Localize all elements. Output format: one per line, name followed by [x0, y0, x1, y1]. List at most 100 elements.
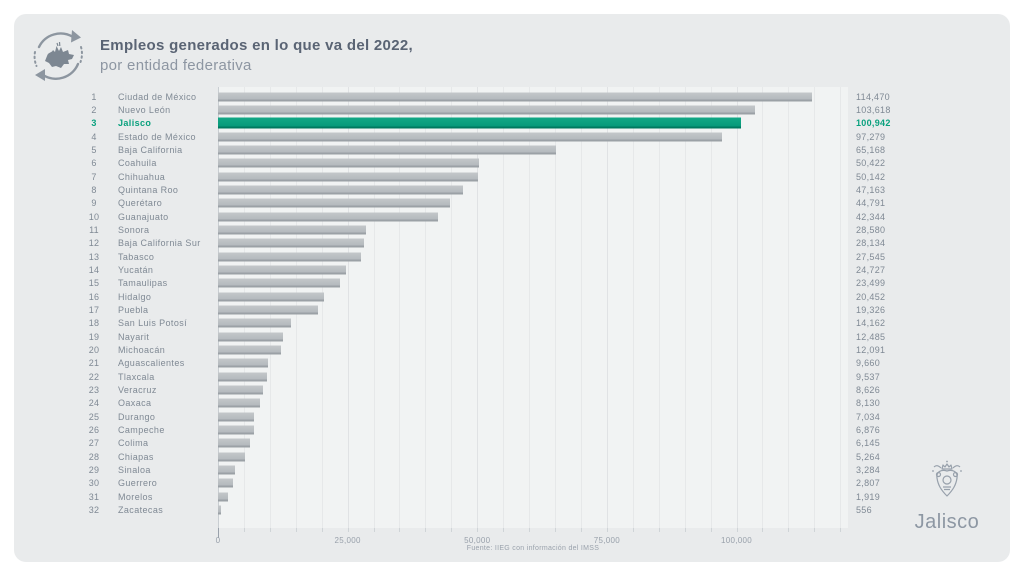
bar-track	[218, 250, 848, 263]
rank-label: 3	[91, 118, 97, 129]
bar-track	[218, 210, 848, 223]
value-label: 23,499	[856, 278, 886, 289]
state-label: Sonora	[118, 224, 150, 235]
gridline	[814, 87, 816, 528]
axis-tick	[632, 528, 634, 532]
axis-tick	[684, 528, 686, 532]
chart-row: 18 San Luis Potosí 14,162	[86, 317, 966, 330]
gridline	[373, 87, 375, 528]
bar	[218, 305, 319, 315]
chart-row: 30 Guerrero 2,807	[86, 477, 966, 490]
chart-row: 22 Tlaxcala 9,537	[86, 370, 966, 383]
state-label: Yucatán	[118, 264, 154, 275]
rank-label: 11	[89, 224, 99, 235]
gridline	[580, 87, 582, 528]
axis-tick	[295, 528, 297, 532]
value-label: 27,545	[856, 251, 886, 262]
rank-label: 6	[91, 158, 97, 169]
bar-track	[218, 143, 848, 156]
bar	[218, 372, 268, 382]
axis-tick	[503, 528, 505, 532]
state-label: Guanajuato	[118, 211, 169, 222]
value-label: 556	[856, 504, 872, 515]
bar-track	[218, 223, 848, 236]
state-label: Coahuila	[118, 158, 157, 169]
value-label: 7,034	[856, 411, 881, 422]
bar-track	[218, 317, 848, 330]
page-title: Empleos generados en lo que va del 2022,	[100, 37, 413, 54]
value-label: 12,091	[856, 344, 886, 355]
chart-rows: 1 Ciudad de México 114,470 2 Nuevo León 103,6…	[86, 90, 966, 517]
bar	[218, 225, 367, 235]
value-label: 103,618	[856, 104, 891, 115]
axis-tick	[840, 528, 842, 532]
axis-tick	[814, 528, 816, 532]
rank-label: 14	[88, 264, 100, 275]
rank-label: 20	[88, 344, 100, 355]
axis-tick	[218, 528, 219, 538]
jalisco-wordmark: Jalisco	[914, 511, 980, 533]
value-label: 24,727	[856, 264, 886, 275]
state-label: Michoacán	[118, 344, 166, 355]
bar	[218, 172, 478, 182]
chart-row: 23 Veracruz 8,626	[86, 383, 966, 396]
bar	[218, 238, 364, 248]
rank-label: 9	[91, 198, 97, 209]
rank-label: 26	[88, 424, 100, 435]
chart-row: 10 Guanajuato 42,344	[86, 210, 966, 223]
rank-label: 25	[88, 411, 100, 422]
state-label: Querétaro	[118, 198, 163, 209]
chart-row: 3 Jalisco 100,942	[86, 117, 966, 130]
rank-label: 15	[88, 278, 100, 289]
state-label: Baja California Sur	[118, 238, 201, 249]
state-label: San Luis Potosí	[118, 318, 188, 329]
x-tick-label: 100,000	[721, 536, 753, 545]
state-label: Jalisco	[118, 118, 152, 129]
bar	[218, 212, 438, 222]
chart-row: 20 Michoacán 12,091	[86, 343, 966, 356]
state-label: Zacatecas	[118, 504, 164, 515]
chart-row: 12 Baja California Sur 28,134	[86, 237, 966, 250]
chart-row: 14 Yucatán 24,727	[86, 263, 966, 276]
bar-track	[218, 170, 848, 183]
bar	[218, 425, 254, 435]
axis-tick	[321, 528, 323, 532]
rank-label: 23	[88, 384, 100, 395]
gridline	[399, 87, 401, 528]
title-block: Empleos generados en lo que va del 2022,…	[100, 37, 413, 74]
footer-source: Fuente: IIEG con información del IMSS	[466, 545, 600, 552]
value-label: 8,626	[856, 384, 881, 395]
chart-row: 26 Campeche 6,876	[86, 423, 966, 436]
value-label: 9,537	[856, 371, 881, 382]
gridline	[477, 87, 479, 528]
axis-tick	[425, 528, 427, 532]
rank-label: 30	[88, 478, 100, 489]
axis-tick	[580, 528, 582, 532]
state-label: Colima	[118, 438, 149, 449]
bar	[218, 92, 812, 102]
bar-track	[218, 130, 848, 143]
state-label: Guerrero	[118, 478, 158, 489]
value-label: 6,876	[856, 424, 881, 435]
rank-label: 27	[88, 438, 100, 449]
bar-track	[218, 117, 848, 130]
bar	[218, 438, 250, 448]
axis-tick	[658, 528, 660, 532]
rank-label: 17	[88, 304, 100, 315]
value-label: 6,145	[856, 438, 881, 449]
jalisco-crest-icon	[932, 460, 962, 497]
chart-row: 32 Zacatecas 556	[86, 503, 966, 516]
bar-track	[218, 503, 848, 516]
x-axis: 0 25,000 50,000 75,000 100,000	[216, 528, 848, 550]
bar	[218, 332, 283, 342]
state-label: Nayarit	[118, 331, 150, 342]
gridline	[840, 87, 842, 528]
bar	[218, 465, 236, 475]
bar-chart: 1 Ciudad de México 114,470 2 Nuevo León 103,6…	[86, 87, 966, 560]
rank-label: 13	[88, 251, 100, 262]
chart-row: 25 Durango 7,034	[86, 410, 966, 423]
rank-label: 22	[88, 371, 100, 382]
state-label: Aguascalientes	[118, 358, 185, 369]
state-label: Oaxaca	[118, 398, 152, 409]
bar	[218, 265, 347, 275]
